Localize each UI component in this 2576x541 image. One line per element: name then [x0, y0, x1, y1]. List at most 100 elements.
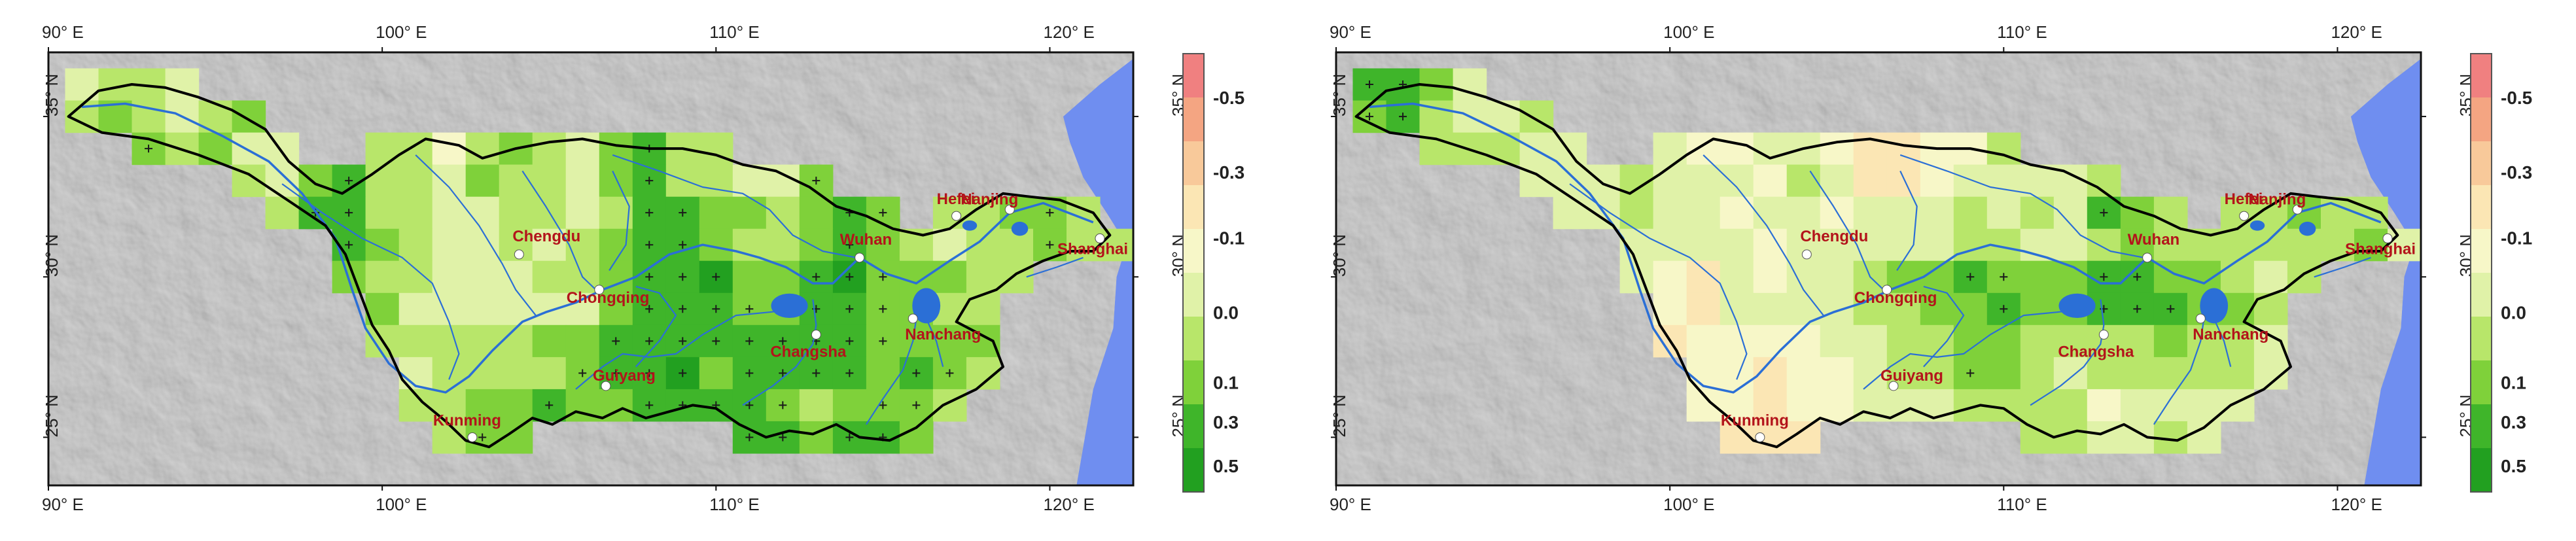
colorbar-segment	[1183, 273, 1204, 317]
grid-cell	[1720, 132, 1754, 166]
colorbar-segment	[2471, 141, 2492, 186]
colorbar-segment	[2471, 360, 2492, 405]
grid-cell	[265, 196, 300, 230]
significance-marker	[679, 209, 687, 217]
grid-cell	[599, 164, 633, 198]
lake	[2299, 221, 2316, 236]
grid-cell	[1753, 324, 1788, 358]
city-label: Kunming	[1721, 411, 1789, 429]
basin-boundary	[1354, 83, 2399, 449]
significance-marker	[1966, 273, 1975, 281]
grid-cell	[499, 389, 533, 422]
colorbar-segment	[1183, 404, 1204, 449]
grid-cell	[2087, 357, 2121, 390]
river-line	[1369, 102, 2382, 394]
significance-marker	[879, 273, 887, 281]
grid-cell	[699, 357, 733, 390]
city-label: Changsha	[2058, 343, 2134, 361]
river-line	[612, 154, 856, 258]
grid-cell	[1853, 196, 1888, 230]
lat-tick-left: 35° N	[42, 74, 62, 116]
significance-marker	[745, 369, 754, 377]
colorbar-label: 0.3	[2501, 412, 2526, 432]
grid-cell	[2020, 196, 2055, 230]
lon-tick-bottom: 110° E	[1997, 495, 2047, 514]
grid-cell	[1820, 324, 1854, 358]
grid-cell	[966, 228, 1000, 262]
grid-cell	[1067, 228, 1101, 262]
grid-cell	[799, 389, 834, 422]
grid-cell	[1753, 228, 1788, 262]
grid-cell	[2020, 292, 2055, 326]
city-dot	[1888, 381, 1899, 391]
significance-marker	[712, 305, 720, 313]
grid-cell	[1953, 228, 1988, 262]
colorbar: -0.5 -0.3 -0.1 0.0 0.1 0.3 0.5	[1182, 53, 1244, 493]
grid-cell	[432, 164, 467, 198]
grid-cell	[1853, 164, 1888, 198]
grid-cell	[1753, 292, 1788, 326]
significance-marker	[1046, 209, 1054, 217]
grid-cell	[365, 164, 400, 198]
lon-tick-bottom: 90° E	[1330, 495, 1371, 514]
colorbar-label: -0.1	[2501, 228, 2532, 248]
grid-cell	[432, 228, 467, 262]
river-line	[609, 170, 630, 271]
grid-cell	[2020, 421, 2055, 454]
grid-cell	[1820, 228, 1854, 262]
grid-cell	[1920, 196, 1954, 230]
grid-cell	[966, 260, 1000, 294]
grid-cell	[532, 357, 567, 390]
significance-marker	[2133, 305, 2142, 313]
grid-cell	[465, 132, 500, 166]
colorbar-segment	[1183, 185, 1204, 230]
grid-cell	[465, 389, 500, 422]
colorbar-label: 0.5	[2501, 456, 2526, 476]
map-prcptot: (j)PRCPTOT vs. AMOChengduChongqingWuhanH…	[1330, 22, 2532, 514]
grid-cell	[365, 260, 400, 294]
grid-cell	[1686, 260, 1721, 294]
significance-marker	[912, 369, 921, 377]
grid-cell	[1853, 324, 1888, 358]
colorbar-label: -0.3	[1213, 162, 1244, 183]
colorbar-segment	[2471, 229, 2492, 273]
panel-r99p: (i)R99p vs. AMOChengduChongqingWuhanHefe…	[42, 22, 1244, 514]
grid-cell	[1786, 260, 1821, 294]
significance-marker	[845, 273, 854, 281]
grid-cell	[599, 228, 633, 262]
river-line	[415, 154, 537, 316]
colorbar-segment	[2471, 317, 2492, 361]
grid-cell	[1986, 164, 2021, 198]
grid-cell	[2020, 164, 2055, 198]
river-line	[81, 102, 1094, 394]
river-line	[1026, 256, 1084, 278]
grid-cell	[2253, 260, 2288, 294]
significance-marker	[879, 337, 887, 345]
grid-cell	[1686, 164, 1721, 198]
colorbar-segment	[1183, 448, 1204, 493]
lon-tick-top: 90° E	[1330, 22, 1371, 42]
grid-cell	[2120, 389, 2155, 422]
grid-cell	[2087, 389, 2121, 422]
city-dot	[2195, 313, 2206, 324]
grid-cell	[499, 324, 533, 358]
city-dot	[467, 432, 478, 442]
significance-marker	[2100, 273, 2108, 281]
grid-cell	[699, 196, 733, 230]
grid-cell	[1886, 292, 1921, 326]
grid-cell	[2220, 389, 2255, 422]
grid-cell	[1886, 228, 1921, 262]
lon-tick-top: 100° E	[1663, 22, 1714, 42]
significance-marker	[879, 305, 887, 313]
grid-cell	[1653, 228, 1687, 262]
lon-tick-top: 120° E	[2331, 22, 2382, 42]
grid-cell	[1786, 389, 1821, 422]
grid-cell	[932, 196, 967, 230]
significance-marker	[2000, 305, 2008, 313]
city-label: Guiyang	[593, 367, 656, 385]
grid-cell	[398, 260, 433, 294]
grid-cell	[1820, 164, 1854, 198]
grid-cell	[1720, 357, 1754, 390]
grid-cell	[1920, 292, 1954, 326]
city-dot	[855, 253, 865, 263]
